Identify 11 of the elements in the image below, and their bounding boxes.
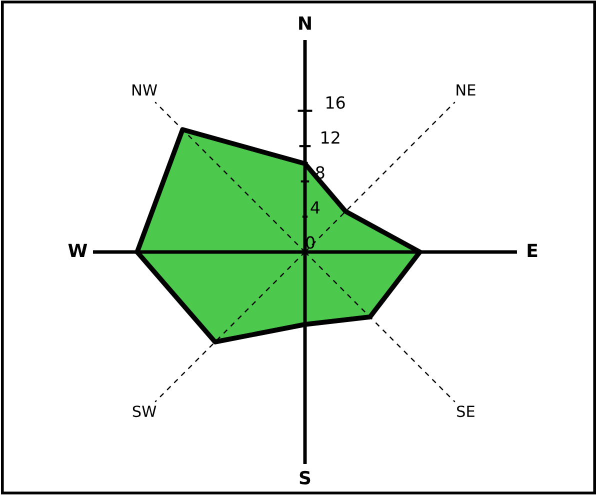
y-tick-label: 16 (326, 96, 345, 109)
spoke-label: NW (132, 84, 158, 96)
spoke-label: E (528, 244, 538, 257)
y-tick-label: 12 (322, 131, 340, 144)
y-tick-label: 4 (310, 201, 320, 214)
spoke-label: S (300, 470, 310, 485)
spoke-label: W (68, 244, 88, 257)
spoke-label: SW (132, 406, 156, 418)
spoke-label: SE (457, 406, 474, 418)
spoke-label: N (299, 16, 311, 30)
spoke-label: NE (456, 84, 476, 96)
